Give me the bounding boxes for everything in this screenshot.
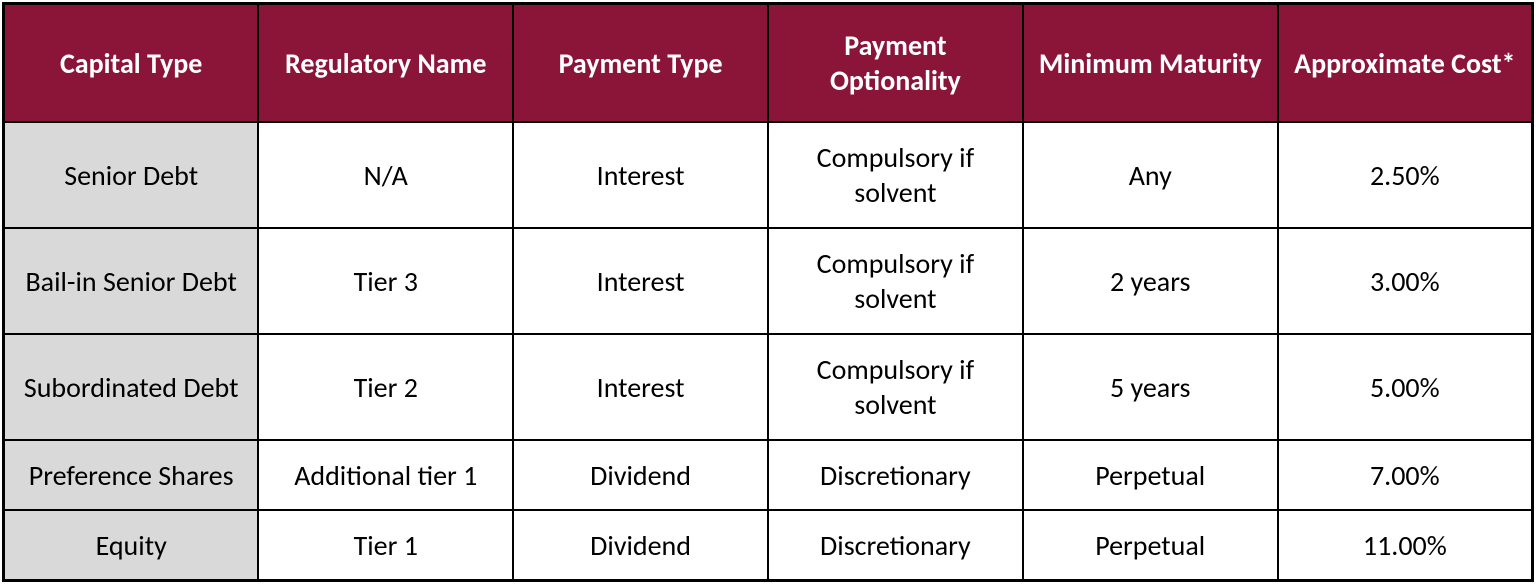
cell-payment-type: Dividend [513,440,768,510]
cell-capital-type: Senior Debt [4,122,259,228]
cell-minimum-maturity: Perpetual [1023,510,1278,581]
cell-payment-optionality: Discretionary [768,440,1023,510]
cell-regulatory-name: Tier 3 [258,228,513,334]
cell-minimum-maturity: Any [1023,122,1278,228]
cell-payment-type: Dividend [513,510,768,581]
cell-capital-type: Bail-in Senior Debt [4,228,259,334]
cell-payment-type: Interest [513,122,768,228]
col-header-approximate-cost: Approximate Cost* [1278,4,1533,123]
table-row: Bail-in Senior Debt Tier 3 Interest Comp… [4,228,1533,334]
cell-payment-optionality: Discretionary [768,510,1023,581]
cell-minimum-maturity: 5 years [1023,334,1278,440]
cell-approximate-cost: 11.00% [1278,510,1533,581]
cell-approximate-cost: 3.00% [1278,228,1533,334]
cell-minimum-maturity: Perpetual [1023,440,1278,510]
cell-payment-optionality: Compulsory if solvent [768,122,1023,228]
cell-payment-optionality: Compulsory if solvent [768,228,1023,334]
table-row: Preference Shares Additional tier 1 Divi… [4,440,1533,510]
cell-payment-optionality: Compulsory if solvent [768,334,1023,440]
col-header-regulatory-name: Regulatory Name [258,4,513,123]
col-header-payment-type: Payment Type [513,4,768,123]
table-row: Subordinated Debt Tier 2 Interest Compul… [4,334,1533,440]
cell-approximate-cost: 5.00% [1278,334,1533,440]
capital-structure-table: Capital Type Regulatory Name Payment Typ… [2,2,1534,582]
cell-regulatory-name: Tier 2 [258,334,513,440]
cell-regulatory-name: Tier 1 [258,510,513,581]
cell-regulatory-name: N/A [258,122,513,228]
col-header-minimum-maturity: Minimum Maturity [1023,4,1278,123]
table-row: Equity Tier 1 Dividend Discretionary Per… [4,510,1533,581]
cell-approximate-cost: 2.50% [1278,122,1533,228]
table-body: Senior Debt N/A Interest Compulsory if s… [4,122,1533,581]
cell-payment-type: Interest [513,334,768,440]
table-row: Senior Debt N/A Interest Compulsory if s… [4,122,1533,228]
cell-capital-type: Subordinated Debt [4,334,259,440]
cell-capital-type: Preference Shares [4,440,259,510]
cell-capital-type: Equity [4,510,259,581]
cell-payment-type: Interest [513,228,768,334]
col-header-capital-type: Capital Type [4,4,259,123]
cell-approximate-cost: 7.00% [1278,440,1533,510]
cell-minimum-maturity: 2 years [1023,228,1278,334]
table-header-row: Capital Type Regulatory Name Payment Typ… [4,4,1533,123]
col-header-payment-optionality: Payment Optionality [768,4,1023,123]
cell-regulatory-name: Additional tier 1 [258,440,513,510]
